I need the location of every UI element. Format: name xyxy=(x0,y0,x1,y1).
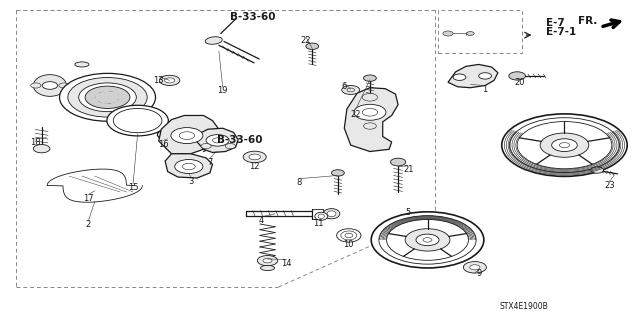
Text: B-33-60: B-33-60 xyxy=(230,11,276,22)
Circle shape xyxy=(157,130,178,140)
Circle shape xyxy=(42,82,58,89)
Text: 16: 16 xyxy=(158,140,168,149)
Circle shape xyxy=(31,83,41,88)
Circle shape xyxy=(591,167,604,173)
Circle shape xyxy=(306,43,319,49)
Circle shape xyxy=(371,212,484,268)
Circle shape xyxy=(453,74,466,80)
Circle shape xyxy=(175,160,203,174)
Ellipse shape xyxy=(33,75,67,96)
Circle shape xyxy=(443,31,453,36)
Polygon shape xyxy=(344,88,398,152)
Text: STX4E1900B: STX4E1900B xyxy=(499,302,548,311)
Ellipse shape xyxy=(337,229,361,242)
Polygon shape xyxy=(159,115,219,154)
Circle shape xyxy=(263,258,272,263)
Circle shape xyxy=(509,118,620,173)
Text: 10: 10 xyxy=(344,240,354,249)
Circle shape xyxy=(364,75,376,81)
Circle shape xyxy=(206,135,229,146)
Text: 3: 3 xyxy=(188,177,193,186)
Circle shape xyxy=(159,75,180,85)
Circle shape xyxy=(405,229,450,251)
Circle shape xyxy=(416,234,439,246)
Text: 19: 19 xyxy=(218,86,228,95)
Ellipse shape xyxy=(75,62,89,67)
Circle shape xyxy=(59,83,69,88)
Circle shape xyxy=(249,154,260,160)
Circle shape xyxy=(257,256,278,266)
Circle shape xyxy=(243,151,266,163)
Circle shape xyxy=(95,93,108,99)
Circle shape xyxy=(364,123,376,129)
Ellipse shape xyxy=(327,211,336,217)
Polygon shape xyxy=(448,64,498,88)
Circle shape xyxy=(463,262,486,273)
Text: 2: 2 xyxy=(86,220,91,229)
Text: 17: 17 xyxy=(83,194,93,203)
Circle shape xyxy=(100,91,113,97)
Text: 6: 6 xyxy=(342,82,347,91)
Text: B-33-60: B-33-60 xyxy=(217,135,263,145)
Circle shape xyxy=(479,73,492,79)
Circle shape xyxy=(33,145,50,153)
Circle shape xyxy=(108,94,120,100)
Text: 11: 11 xyxy=(314,219,324,228)
Circle shape xyxy=(390,158,406,166)
Circle shape xyxy=(354,104,386,120)
Text: 23: 23 xyxy=(604,181,614,190)
Polygon shape xyxy=(197,128,238,152)
Text: 15: 15 xyxy=(128,183,138,192)
Circle shape xyxy=(85,86,130,108)
Text: E-7: E-7 xyxy=(546,18,564,28)
Circle shape xyxy=(225,144,236,149)
Text: 4: 4 xyxy=(259,216,264,225)
Circle shape xyxy=(171,128,203,144)
Circle shape xyxy=(467,32,474,35)
Circle shape xyxy=(362,93,378,101)
Text: 9: 9 xyxy=(476,269,481,278)
Text: E-7-1: E-7-1 xyxy=(546,27,576,37)
Text: 18: 18 xyxy=(30,138,40,147)
Ellipse shape xyxy=(315,212,328,220)
Text: 21: 21 xyxy=(403,165,413,174)
Text: 7: 7 xyxy=(207,158,212,167)
Ellipse shape xyxy=(260,265,275,271)
Polygon shape xyxy=(165,154,212,178)
Ellipse shape xyxy=(205,37,222,44)
Circle shape xyxy=(79,83,136,112)
Circle shape xyxy=(100,97,113,104)
Text: 8: 8 xyxy=(297,178,302,187)
Text: 13: 13 xyxy=(154,76,164,85)
Text: 1: 1 xyxy=(483,85,488,94)
Circle shape xyxy=(95,96,108,102)
Circle shape xyxy=(509,72,525,80)
Text: 22: 22 xyxy=(301,36,311,45)
Circle shape xyxy=(470,265,480,270)
Circle shape xyxy=(96,92,119,103)
Circle shape xyxy=(502,114,627,176)
Circle shape xyxy=(540,133,589,157)
Text: 5: 5 xyxy=(406,208,411,217)
Text: 22: 22 xyxy=(350,110,360,119)
Text: FR.: FR. xyxy=(578,16,597,26)
Circle shape xyxy=(342,85,360,94)
Circle shape xyxy=(106,97,118,103)
Circle shape xyxy=(60,73,156,121)
Circle shape xyxy=(552,139,577,152)
Circle shape xyxy=(107,105,168,136)
Circle shape xyxy=(68,78,147,117)
Circle shape xyxy=(164,78,175,83)
Ellipse shape xyxy=(323,209,340,219)
Circle shape xyxy=(201,144,211,149)
Text: 12: 12 xyxy=(250,162,260,171)
Circle shape xyxy=(332,170,344,176)
Circle shape xyxy=(517,122,612,169)
Text: 20: 20 xyxy=(515,78,525,87)
Circle shape xyxy=(106,92,118,98)
Text: 14: 14 xyxy=(282,259,292,268)
